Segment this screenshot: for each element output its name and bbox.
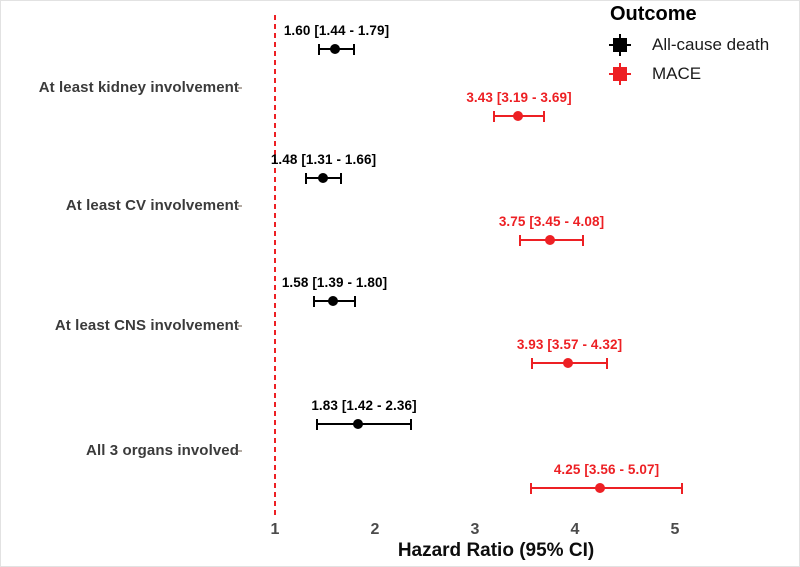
reference-line xyxy=(274,15,276,515)
point-marker xyxy=(328,296,338,306)
y-axis-tick xyxy=(238,87,242,89)
category-label: All 3 organs involved xyxy=(86,442,239,459)
legend-item: MACE xyxy=(609,63,769,85)
errorbar-cap-upper xyxy=(353,44,355,55)
category-label: At least kidney involvement xyxy=(38,79,239,96)
errorbar-cap-lower xyxy=(531,358,533,369)
point-marker xyxy=(545,235,555,245)
legend-item-label: MACE xyxy=(652,64,702,83)
estimate-label: 4.25 [3.56 - 5.07] xyxy=(553,462,660,477)
legend-title: Outcome xyxy=(610,3,697,25)
errorbar-cap-lower xyxy=(493,111,495,122)
legend: Outcome All-cause death MACE xyxy=(609,3,769,92)
errorbar xyxy=(531,487,682,489)
errorbar-cap-upper xyxy=(606,358,608,369)
y-axis-tick xyxy=(238,325,242,327)
x-tick-label: 3 xyxy=(470,521,480,538)
point-marker xyxy=(563,358,573,368)
estimate-label: 1.48 [1.31 - 1.66] xyxy=(270,152,377,167)
x-tick-label: 4 xyxy=(570,521,580,538)
errorbar-cap-lower xyxy=(519,235,521,246)
errorbar-cap-upper xyxy=(681,483,683,494)
x-tick-label: 1 xyxy=(270,521,280,538)
x-tick-label: 2 xyxy=(370,521,380,538)
x-tick-label: 5 xyxy=(670,521,680,538)
y-axis-tick xyxy=(238,205,242,207)
legend-key-square-black-icon xyxy=(609,34,631,56)
legend-item: All-cause death xyxy=(609,34,769,56)
point-marker xyxy=(353,419,363,429)
category-label: At least CNS involvement xyxy=(54,317,239,334)
errorbar-cap-lower xyxy=(316,419,318,430)
errorbar-cap-upper xyxy=(543,111,545,122)
errorbar-cap-lower xyxy=(305,173,307,184)
errorbar-cap-lower xyxy=(313,296,315,307)
legend-key-square-red-icon xyxy=(609,63,631,85)
point-marker xyxy=(318,173,328,183)
point-marker xyxy=(595,483,605,493)
estimate-label: 3.75 [3.45 - 4.08] xyxy=(498,214,605,229)
errorbar-cap-upper xyxy=(354,296,356,307)
errorbar-cap-upper xyxy=(340,173,342,184)
estimate-label: 1.58 [1.39 - 1.80] xyxy=(281,275,388,290)
errorbar-cap-upper xyxy=(410,419,412,430)
y-axis-tick xyxy=(238,450,242,452)
x-axis-title: Hazard Ratio (95% CI) xyxy=(397,540,595,561)
estimate-label: 1.60 [1.44 - 1.79] xyxy=(283,23,390,38)
category-label: At least CV involvement xyxy=(65,197,239,214)
errorbar xyxy=(317,423,411,425)
estimate-label: 3.43 [3.19 - 3.69] xyxy=(466,90,572,105)
point-marker xyxy=(513,111,523,121)
errorbar-cap-lower xyxy=(318,44,320,55)
estimate-label: 1.83 [1.42 - 2.36] xyxy=(311,398,417,413)
estimate-label: 3.93 [3.57 - 4.32] xyxy=(516,337,623,352)
legend-items: All-cause death MACE xyxy=(609,34,769,85)
legend-item-label: All-cause death xyxy=(652,35,770,54)
errorbar-cap-lower xyxy=(530,483,532,494)
point-marker xyxy=(330,44,340,54)
errorbar-cap-upper xyxy=(582,235,584,246)
